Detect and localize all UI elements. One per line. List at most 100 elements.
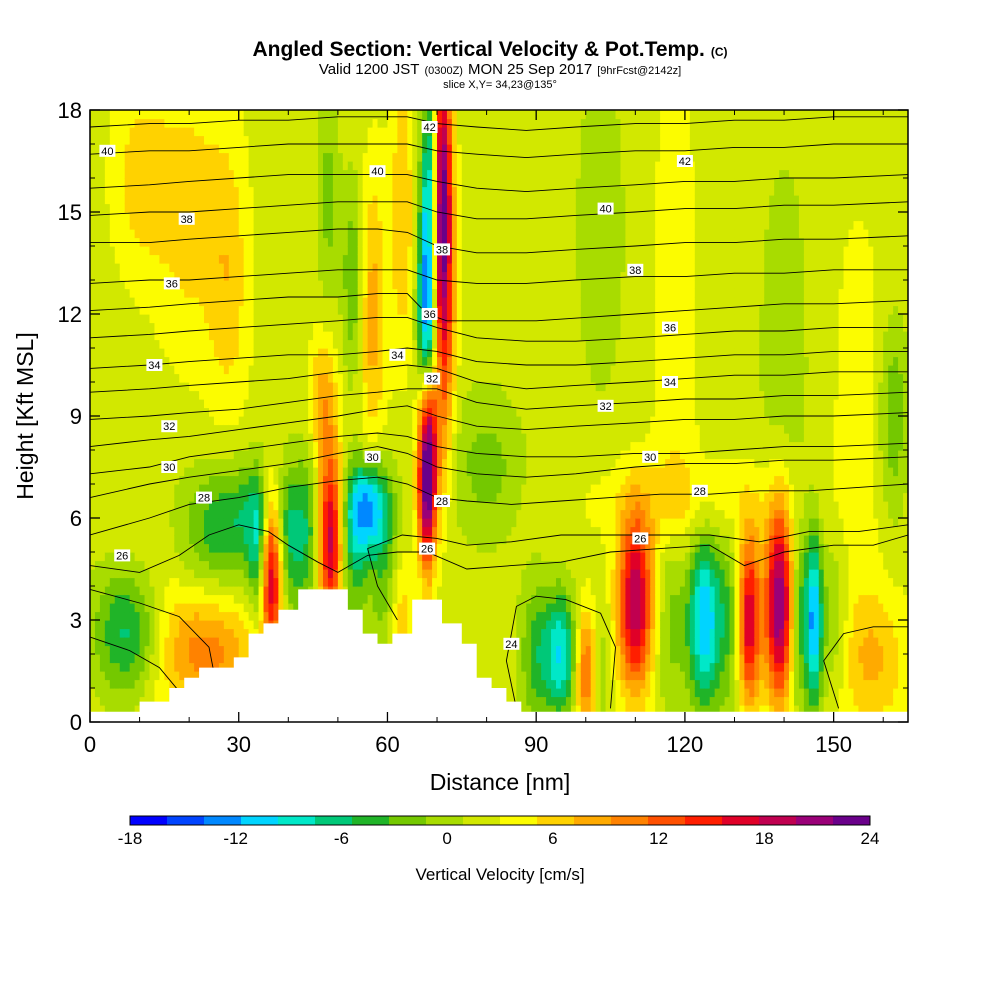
velocity-cell — [228, 169, 235, 179]
velocity-cell — [154, 348, 161, 358]
velocity-cell — [337, 348, 344, 358]
velocity-cell — [174, 620, 180, 630]
velocity-cell — [357, 560, 364, 570]
velocity-cell — [402, 356, 408, 366]
velocity-cell — [99, 254, 106, 264]
velocity-cell — [90, 365, 96, 375]
velocity-cell — [243, 254, 250, 264]
velocity-cell — [208, 365, 215, 375]
velocity-cell — [382, 560, 389, 570]
velocity-cell — [387, 110, 394, 120]
velocity-cell — [417, 186, 423, 196]
velocity-cell — [189, 203, 195, 213]
velocity-cell — [114, 611, 121, 621]
velocity-cell — [417, 467, 423, 477]
velocity-cell — [154, 271, 161, 281]
velocity-cell — [139, 161, 146, 171]
velocity-cell — [208, 203, 215, 213]
velocity-cell — [288, 356, 294, 366]
velocity-cell — [139, 195, 146, 205]
velocity-cell — [208, 458, 215, 468]
velocity-cell — [332, 152, 339, 162]
velocity-cell — [382, 458, 389, 468]
velocity-cell — [238, 118, 245, 128]
velocity-cell — [233, 509, 240, 519]
velocity-cell — [129, 492, 136, 502]
velocity-cell — [298, 331, 304, 341]
velocity-cell — [407, 271, 413, 281]
velocity-cell — [357, 212, 364, 222]
velocity-cell — [144, 552, 151, 562]
velocity-cell — [253, 603, 260, 613]
velocity-cell — [213, 322, 220, 332]
velocity-cell — [169, 501, 175, 511]
velocity-cell — [278, 416, 284, 426]
velocity-cell — [139, 441, 146, 451]
velocity-cell — [184, 314, 190, 324]
velocity-cell — [298, 458, 304, 468]
velocity-cell — [273, 552, 279, 562]
velocity-cell — [114, 390, 121, 400]
velocity-cell — [283, 322, 289, 332]
velocity-cell — [337, 424, 344, 434]
velocity-cell — [372, 331, 379, 341]
velocity-cell — [427, 331, 433, 341]
velocity-cell — [422, 577, 428, 587]
velocity-cell — [213, 399, 220, 409]
velocity-cell — [208, 186, 215, 196]
velocity-cell — [204, 254, 210, 264]
velocity-cell — [313, 526, 319, 536]
velocity-cell — [273, 560, 279, 570]
velocity-cell — [194, 620, 200, 630]
velocity-cell — [422, 416, 428, 426]
velocity-cell — [199, 654, 205, 664]
velocity-cell — [238, 645, 245, 655]
velocity-cell — [258, 237, 265, 247]
plot-area: 4038363432302826404238363432302826244240… — [90, 110, 908, 722]
velocity-cell — [412, 237, 418, 247]
velocity-cell — [228, 348, 235, 358]
velocity-cell — [174, 671, 180, 681]
velocity-cell — [134, 705, 141, 715]
velocity-cell — [164, 127, 170, 137]
velocity-cell — [154, 696, 161, 706]
velocity-cell — [238, 407, 245, 417]
velocity-cell — [194, 229, 200, 239]
velocity-cell — [149, 620, 156, 630]
velocity-cell — [412, 594, 418, 604]
velocity-cell — [313, 305, 319, 315]
velocity-cell — [342, 382, 349, 392]
velocity-cell — [223, 237, 230, 247]
velocity-cell — [194, 509, 200, 519]
velocity-cell — [144, 586, 151, 596]
velocity-cell — [342, 399, 349, 409]
velocity-cell — [308, 297, 314, 307]
velocity-cell — [189, 509, 195, 519]
velocity-cell — [362, 127, 369, 137]
velocity-cell — [303, 195, 309, 205]
velocity-cell — [332, 246, 339, 256]
velocity-cell — [263, 484, 270, 494]
velocity-cell — [199, 135, 205, 145]
velocity-cell — [308, 314, 314, 324]
velocity-cell — [154, 195, 161, 205]
velocity-cell — [159, 441, 165, 451]
velocity-cell — [208, 467, 215, 477]
velocity-cell — [357, 297, 364, 307]
velocity-cell — [218, 135, 225, 145]
velocity-cell — [352, 271, 359, 281]
velocity-cell — [392, 552, 398, 562]
velocity-cell — [228, 645, 235, 655]
velocity-cell — [184, 594, 190, 604]
velocity-cell — [407, 135, 413, 145]
velocity-cell — [332, 212, 339, 222]
velocity-cell — [129, 203, 136, 213]
velocity-cell — [263, 535, 270, 545]
velocity-cell — [263, 246, 270, 256]
velocity-cell — [308, 322, 314, 332]
velocity-cell — [357, 399, 364, 409]
velocity-cell — [268, 450, 275, 460]
velocity-cell — [149, 586, 156, 596]
velocity-cell — [347, 135, 354, 145]
velocity-cell — [90, 390, 96, 400]
